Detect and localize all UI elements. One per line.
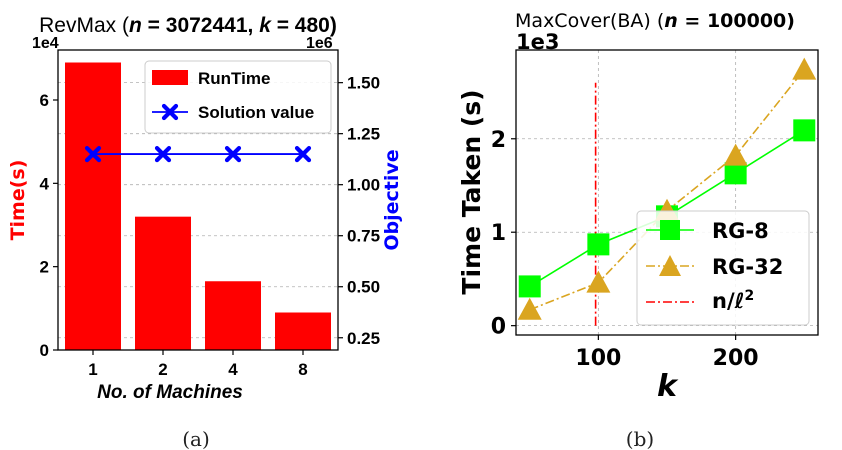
chart-b-x-axis-label: k <box>657 369 679 404</box>
chart-b-y-ticks: 0 1 2 <box>491 128 516 340</box>
chart-b-legend: RG-8 RG-32 n/ℓ2 <box>636 210 810 326</box>
caption-a: (a) <box>182 427 210 450</box>
chart-a-y2-tick-label: 1.50 <box>347 74 380 93</box>
chart-a-x-axis-label: No. of Machines <box>97 382 243 403</box>
chart-a-bar <box>65 62 121 350</box>
chart-b-legend-swatch-rg8-marker <box>660 220 680 240</box>
chart-b-legend-label-rg8: RG-8 <box>712 219 769 243</box>
chart-a-bar <box>135 216 191 350</box>
chart-a-bar <box>205 281 261 350</box>
chart-a-y2-tick-label: 0.75 <box>347 227 380 246</box>
chart-b-x-ticks: 100 200 <box>575 335 759 371</box>
chart-b-marker-square <box>587 233 610 256</box>
chart-a-y2-tick-label: 1.25 <box>347 125 380 144</box>
chart-a-y2-tick-label: 1.00 <box>347 176 380 195</box>
chart-b-legend-swatch-rg32-marker <box>659 255 681 276</box>
chart-a-y-tick-label: 4 <box>40 174 50 193</box>
chart-a-solution-line <box>84 145 312 163</box>
chart-b-x-tick-label: 100 <box>575 346 621 371</box>
chart-b-y-axis-label: Time Taken (s) <box>457 89 486 294</box>
chart-b-legend-label-rg32: RG-32 <box>712 255 783 279</box>
chart-a-legend-label-solution: Solution value <box>198 103 314 122</box>
chart-b-plot-frame <box>515 49 819 336</box>
chart-a-x-ticks: 1 2 4 8 <box>88 350 308 379</box>
chart-b-legend-label-threshold: n/ℓ2 <box>712 288 754 313</box>
chart-b-marker-square <box>518 275 541 298</box>
chart-b-marker-square <box>724 162 747 185</box>
chart-a-y-axis-label: Time(s) <box>7 160 29 241</box>
chart-b-marker-triangle <box>586 270 611 293</box>
chart-b-marker-triangle <box>723 143 748 166</box>
chart-b-maxcover: MaxCover(BA) (n = 100000) 1e3 012 100 200… <box>457 10 819 404</box>
chart-a-legend-label-runtime: RunTime <box>198 69 270 88</box>
chart-a-x-tick-label: 1 <box>88 360 97 379</box>
chart-b-x-tick-label: 200 <box>713 346 759 371</box>
chart-a-solution-marker <box>294 145 312 163</box>
chart-a-y-ticks: 0 2 4 6 <box>40 91 58 360</box>
chart-a-y-tick-label: 6 <box>40 91 49 110</box>
chart-b-marker-triangle <box>517 297 542 320</box>
chart-a-plot-frame <box>57 49 339 351</box>
chart-a-y2-ticks: 0.25 0.50 0.75 1.00 1.25 1.50 <box>338 74 380 348</box>
chart-a-solution-marker <box>224 145 242 163</box>
chart-a-x-tick-label: 8 <box>298 360 307 379</box>
chart-a-x-tick-label: 4 <box>228 360 238 379</box>
chart-a-legend: RunTime Solution value <box>144 60 332 134</box>
chart-b-y-tick-label: 1 <box>491 221 506 246</box>
chart-a-solution-marker <box>154 145 172 163</box>
chart-a-legend-swatch-runtime <box>152 70 188 85</box>
chart-a-y-tick-label: 2 <box>40 258 49 277</box>
chart-b-y-tick-label: 0 <box>491 315 506 340</box>
chart-a-legend-box <box>144 60 332 134</box>
chart-a-title: RevMax (n = 3072441, k = 480) <box>39 14 337 37</box>
chart-b-y-tick-label: 2 <box>491 128 506 153</box>
chart-a-legend-swatch-solution-marker <box>161 103 179 121</box>
caption-b: (b) <box>626 427 654 450</box>
chart-a-bar <box>275 312 331 350</box>
chart-b-marker-square <box>793 119 816 142</box>
chart-a-revmax: RevMax (n = 3072441, k = 480) 1e4 1e6 0 2… <box>7 14 403 403</box>
chart-a-y-scale-label: 1e4 <box>32 35 59 52</box>
chart-a-solution-marker <box>84 145 102 163</box>
chart-b-title: MaxCover(BA) (n = 100000) <box>515 10 795 32</box>
chart-a-y-tick-label: 0 <box>40 341 49 360</box>
chart-a-y2-tick-label: 0.50 <box>347 278 380 297</box>
chart-a-y2-axis-label: Objective <box>381 149 403 250</box>
chart-a-y2-tick-label: 0.25 <box>347 329 380 348</box>
chart-a-bars <box>65 62 331 350</box>
chart-b-marker-triangle <box>792 57 817 80</box>
chart-a-y2-scale-label: 1e6 <box>306 35 333 52</box>
chart-a-x-tick-label: 2 <box>158 360 167 379</box>
